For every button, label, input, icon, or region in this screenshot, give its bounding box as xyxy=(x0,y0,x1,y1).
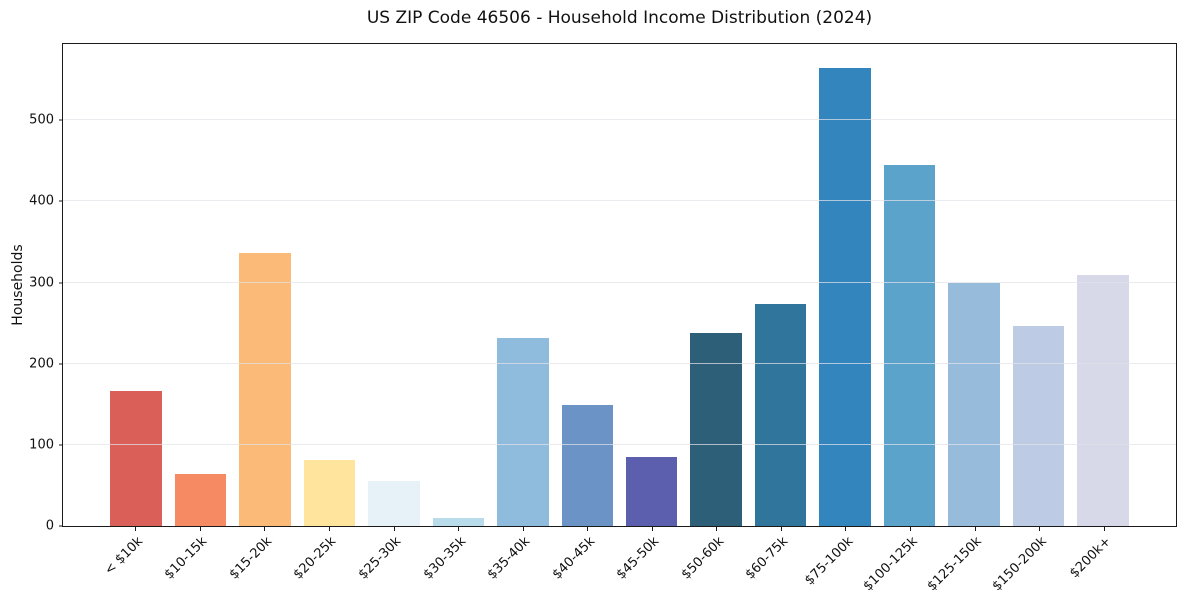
bars-container xyxy=(104,44,1135,526)
x-tick-mark xyxy=(651,527,653,531)
x-tick-label: $125-150k xyxy=(925,534,986,590)
bar-slot xyxy=(426,44,490,526)
bar-10-15k xyxy=(174,474,227,526)
bar-slot xyxy=(877,44,941,526)
bar-slot xyxy=(362,44,426,526)
bar-40-45k xyxy=(561,405,614,526)
x-tick-mark xyxy=(716,527,718,531)
bar-200k xyxy=(1077,275,1129,526)
bar-slot xyxy=(1071,44,1135,526)
y-tick-label: 100 xyxy=(29,437,54,453)
x-tick-mark xyxy=(328,527,330,531)
bar-slot xyxy=(491,44,555,526)
x-tick-mark xyxy=(522,527,524,531)
bar-slot xyxy=(1006,44,1070,526)
bar-slot xyxy=(104,44,168,526)
x-tick-label: $20-25k xyxy=(291,534,340,583)
y-tick-mark xyxy=(59,444,63,446)
bar-25-30k xyxy=(368,480,420,526)
y-axis-label: Households xyxy=(10,244,26,326)
bar-slot xyxy=(748,44,812,526)
chart-title: US ZIP Code 46506 - Household Income Dis… xyxy=(366,8,873,28)
x-tick-label: $60-75k xyxy=(743,534,792,583)
y-tick-mark xyxy=(59,525,63,527)
bar-20-25k xyxy=(303,460,356,526)
x-tick-mark xyxy=(199,527,201,531)
bar-100-125k xyxy=(883,164,936,526)
bar-slot xyxy=(297,44,361,526)
x-tick-label: $150-200k xyxy=(989,534,1050,590)
bar-slot xyxy=(555,44,619,526)
bar-slot xyxy=(233,44,297,526)
x-tick-mark xyxy=(264,527,266,531)
y-tick-mark xyxy=(59,282,63,284)
bar-slot xyxy=(620,44,684,526)
x-tick-mark xyxy=(910,527,912,531)
x-tick-label: $200k+ xyxy=(1067,534,1115,582)
bar-slot xyxy=(168,44,232,526)
bar-50-60k xyxy=(690,332,742,526)
x-tick-mark xyxy=(780,527,782,531)
y-tick-mark xyxy=(59,200,63,202)
x-tick-label: $35-40k xyxy=(484,534,534,583)
bar-150-200k xyxy=(1012,326,1065,526)
x-tick-label: $100-125k xyxy=(860,534,921,590)
y-tick-label: 300 xyxy=(29,275,54,291)
y-tick-label: 0 xyxy=(45,518,54,534)
x-axis-labels: < $10k $10-15k $15-20k $20-25k $25-30k $30-35… xyxy=(62,527,1177,590)
y-tick-mark xyxy=(59,363,63,365)
bar-slot xyxy=(684,44,748,526)
x-tick-label: $30-35k xyxy=(420,534,469,583)
x-tick-label: $25-30k xyxy=(355,534,405,583)
bar-60-75k xyxy=(754,304,807,526)
x-tick-mark xyxy=(1103,527,1105,531)
bar-35-40k xyxy=(497,337,549,526)
bar-slot xyxy=(942,44,1006,526)
x-tick-mark xyxy=(587,527,589,531)
bar-30-35k xyxy=(432,517,485,526)
bar-slot xyxy=(813,44,877,526)
y-tick-mark xyxy=(59,119,63,121)
bar-15-20k xyxy=(239,252,291,526)
y-tick-label: 500 xyxy=(29,112,54,128)
x-tick-label: $75-100k xyxy=(801,534,857,589)
x-tick-mark xyxy=(135,527,137,531)
x-tick-label: $15-20k xyxy=(226,534,276,583)
x-tick-mark xyxy=(974,527,976,531)
x-tick-mark xyxy=(393,527,395,531)
x-tick-mark xyxy=(1039,527,1041,531)
bar-75-100k xyxy=(819,68,871,526)
x-tick-label: $10-15k xyxy=(161,534,211,583)
x-tick-label: $45-50k xyxy=(613,534,663,583)
bar-125-150k xyxy=(948,282,1000,526)
plot-area: 0 100 200 300 400 500 xyxy=(29,43,1177,534)
x-tick-mark xyxy=(845,527,847,531)
bar-45-50k xyxy=(625,457,678,526)
bar-10k xyxy=(110,391,162,526)
x-tick-label: $50-60k xyxy=(678,534,727,583)
x-tick-mark xyxy=(458,527,460,531)
x-tick-label: $40-45k xyxy=(549,534,598,583)
y-tick-label: 200 xyxy=(29,356,54,372)
x-tick-label: < $10k xyxy=(101,534,146,579)
y-tick-label: 400 xyxy=(29,193,54,209)
